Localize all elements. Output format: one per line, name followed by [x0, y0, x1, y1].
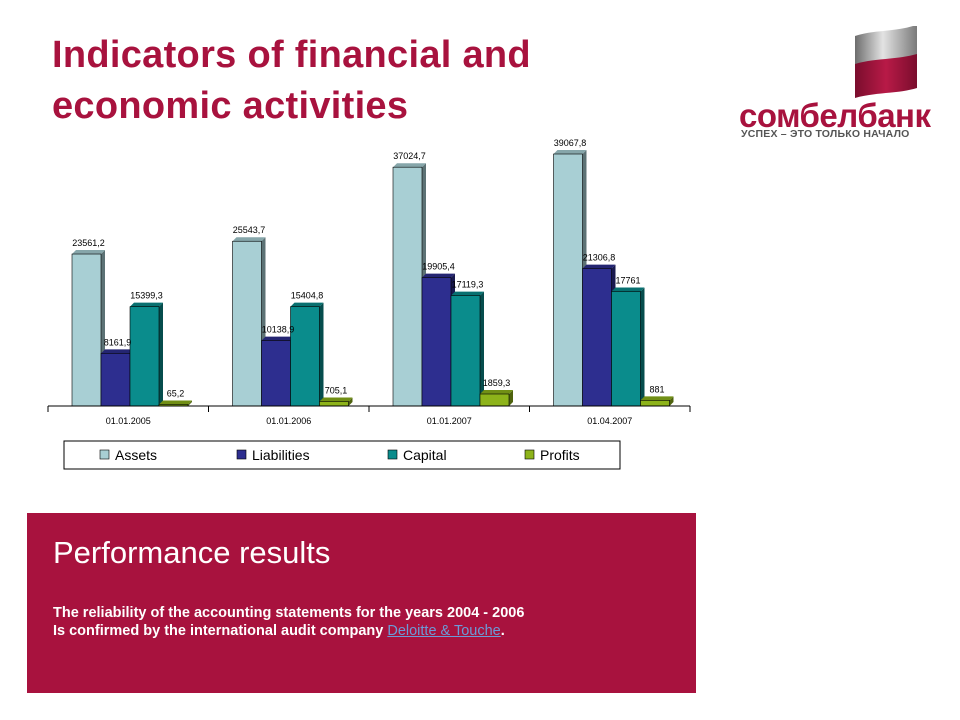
bar-top-capital-3 [611, 287, 645, 292]
panel-description: The reliability of the accounting statem… [53, 604, 693, 640]
bar-assets-1 [232, 240, 262, 407]
legend-label-liabilities: Liabilities [252, 447, 310, 463]
value-labels-layer: 23561,2 8161,9 15399,3 65,2 25543,7 10138,9 15… [72, 138, 664, 398]
sombelbank-logo: сомбелбанк УСПЕХ – ЭТО ТОЛЬКО НАЧАЛО [735, 22, 940, 147]
value-label-capital-0: 15399,3 [130, 291, 163, 301]
x-tick-label-2: 01.01.2007 [427, 416, 472, 426]
value-label-liabilities-0: 8161,9 [104, 337, 132, 347]
bar-top-assets-0 [72, 250, 105, 255]
logo-emblem [855, 26, 917, 98]
value-label-capital-2: 17119,3 [452, 280, 484, 290]
bar-capital-0 [129, 306, 160, 407]
bar-assets-3 [553, 153, 583, 407]
page-title: Indicators of financial and economic act… [52, 34, 531, 127]
bar-top-assets-2 [393, 163, 426, 168]
value-label-profits-2: 1859,3 [483, 378, 511, 388]
x-tick-label-1: 01.01.2006 [266, 416, 311, 426]
legend-swatch-assets [99, 449, 110, 460]
bar-top-capital-2 [451, 291, 484, 296]
bar-capital-2 [450, 295, 481, 407]
performance-results-panel: Performance results The reliability of t… [27, 513, 696, 693]
bar-top-capital-1 [290, 302, 324, 307]
bar-top-liabilities-2 [422, 273, 455, 278]
x-axis: 01.01.2005 01.01.2006 01.01.2007 01.04.2007 [47, 405, 691, 426]
bar-profits-2 [479, 393, 510, 407]
bars-layer [71, 150, 674, 407]
value-label-assets-0: 23561,2 [72, 238, 105, 248]
bar-liabilities-2 [421, 277, 452, 407]
value-label-capital-3: 17761 [615, 275, 640, 285]
bar-top-liabilities-0 [101, 349, 134, 354]
financial-bar-chart: 23561,2 8161,9 15399,3 65,2 25543,7 10138,9 15… [47, 138, 691, 470]
bar-assets-0 [71, 253, 102, 407]
panel-title: Performance results [53, 535, 331, 570]
bar-side-capital-1 [319, 302, 324, 406]
bar-side-capital-0 [159, 302, 163, 406]
bar-assets-2 [392, 166, 423, 407]
deloitte-link[interactable]: Deloitte & Touche [387, 623, 501, 639]
legend-swatch-profits [524, 449, 535, 460]
value-label-assets-2: 37024,7 [393, 151, 426, 161]
value-label-profits-1: 705,1 [325, 385, 348, 395]
panel-line-1: The reliability of the accounting statem… [53, 605, 525, 621]
bar-capital-1 [290, 306, 320, 407]
bar-top-profits-2 [480, 390, 513, 395]
legend-label-profits: Profits [540, 447, 580, 463]
legend-swatch-liabilities [236, 449, 247, 460]
bar-side-profits-1 [348, 397, 353, 406]
bar-top-liabilities-1 [261, 336, 295, 341]
bar-liabilities-3 [582, 268, 612, 407]
value-label-assets-3: 39067,8 [554, 138, 587, 148]
bar-capital-3 [611, 291, 641, 407]
bar-top-liabilities-3 [582, 264, 616, 269]
bar-top-assets-1 [232, 237, 266, 242]
panel-line-2-suffix: . [500, 623, 505, 639]
bar-liabilities-1 [261, 340, 291, 407]
logo-brand-name: сомбелбанк [739, 97, 931, 134]
bar-side-capital-2 [480, 291, 484, 406]
legend-label-assets: Assets [115, 447, 157, 463]
legend-swatch-capital [387, 449, 398, 460]
value-label-liabilities-3: 21306,8 [583, 253, 616, 263]
bar-side-profits-3 [669, 396, 674, 406]
value-label-capital-1: 15404,8 [291, 291, 324, 301]
value-label-profits-3: 881 [649, 384, 664, 394]
legend-label-capital: Capital [403, 447, 447, 463]
bar-side-profits-2 [509, 390, 513, 406]
bar-profits-3 [640, 400, 670, 407]
bar-side-capital-3 [640, 287, 645, 406]
x-tick-label-0: 01.01.2005 [106, 416, 151, 426]
logo-slogan: УСПЕХ – ЭТО ТОЛЬКО НАЧАЛО [741, 128, 910, 140]
bar-top-profits-0 [159, 400, 192, 405]
bar-top-assets-3 [553, 150, 587, 155]
bar-top-capital-0 [130, 302, 163, 307]
bar-side-profits-0 [188, 400, 192, 406]
bar-liabilities-0 [100, 353, 131, 407]
value-label-profits-0: 65,2 [167, 389, 185, 399]
value-label-assets-1: 25543,7 [233, 225, 266, 235]
bar-top-profits-1 [319, 397, 353, 402]
panel-line-2-prefix: Is confirmed by the international audit … [53, 623, 388, 639]
bar-top-profits-3 [640, 396, 674, 401]
value-label-liabilities-2: 19905,4 [422, 262, 455, 272]
x-tick-label-3: 01.04.2007 [587, 416, 632, 426]
bar-profits-1 [319, 401, 349, 407]
chart-legend: Assets Liabilities Capital Profits [63, 440, 621, 470]
value-label-liabilities-1: 10138,9 [262, 325, 295, 335]
